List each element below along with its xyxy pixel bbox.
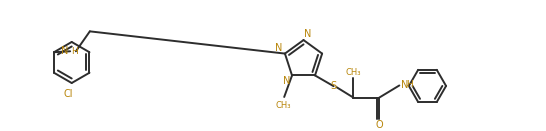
- Text: N: N: [61, 46, 68, 56]
- Text: CH₃: CH₃: [346, 68, 361, 77]
- Text: N: N: [275, 43, 282, 53]
- Text: CH₃: CH₃: [276, 101, 291, 110]
- Text: N: N: [305, 29, 312, 39]
- Text: H: H: [406, 80, 413, 89]
- Text: Cl: Cl: [63, 89, 73, 99]
- Text: S: S: [330, 81, 337, 91]
- Text: N: N: [401, 80, 408, 90]
- Text: H: H: [70, 47, 78, 56]
- Text: O: O: [376, 120, 383, 130]
- Text: N: N: [283, 76, 290, 86]
